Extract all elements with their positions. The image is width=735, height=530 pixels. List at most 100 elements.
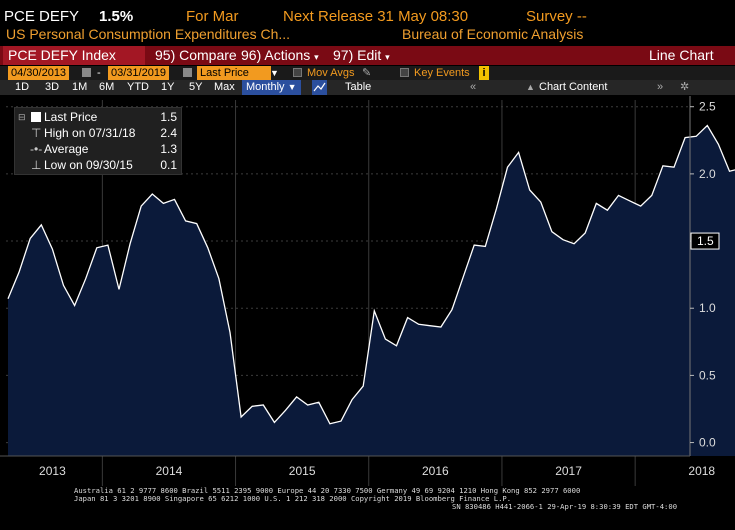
legend-row-average: -•- Average 1.3 — [15, 141, 181, 157]
end-date-field[interactable]: 03/31/2019 — [108, 66, 170, 80]
period-max[interactable]: Max — [214, 81, 235, 93]
collapse-icon[interactable]: ⊟ — [18, 112, 26, 122]
data-point — [340, 420, 342, 422]
data-point — [318, 401, 320, 403]
frequency-select[interactable]: Monthly ▼ — [242, 80, 301, 95]
data-point — [373, 310, 375, 312]
y-tick-label: 0.0 — [699, 436, 716, 450]
last-value: 1.5% — [99, 8, 134, 25]
legend-last-value: 1.5 — [160, 110, 177, 124]
data-point — [207, 247, 209, 249]
data-point — [51, 248, 53, 250]
calendar-icon[interactable] — [183, 68, 192, 77]
dropdown-arrow-icon[interactable]: ▼ — [270, 68, 279, 78]
x-tick-label: 2017 — [555, 464, 582, 478]
gear-icon[interactable]: ✲ — [680, 81, 690, 93]
data-point — [229, 331, 231, 333]
data-point — [96, 247, 98, 249]
data-point — [495, 208, 497, 210]
data-point — [351, 398, 353, 400]
data-point — [673, 166, 675, 168]
key-events-label[interactable]: Key Events — [414, 67, 470, 79]
security-field[interactable]: PCE DEFY Index — [3, 46, 145, 65]
footer-line-2: Japan 81 3 3201 8900 Singapore 65 6212 1… — [74, 494, 512, 503]
data-point — [584, 232, 586, 234]
ticker: PCE DEFY — [4, 8, 80, 25]
pencil-icon[interactable]: ✎ — [362, 67, 372, 79]
data-point — [107, 244, 109, 246]
data-point — [129, 243, 131, 245]
data-point — [251, 405, 253, 407]
mov-avgs-label[interactable]: Mov Avgs — [307, 67, 355, 79]
price-chart[interactable]: 2.5 2.0 1.5 1.0 0.5 0.0 1.5 2013 2014 2015 2016 201… — [0, 96, 735, 486]
series-line — [7, 124, 735, 425]
last-value-label: 1.5 — [697, 234, 714, 248]
data-point — [440, 326, 442, 328]
data-point — [573, 243, 575, 245]
data-point — [284, 409, 286, 411]
period-5y[interactable]: 5Y — [189, 81, 203, 93]
data-point — [606, 209, 608, 211]
y-tick-label: 1.0 — [699, 301, 716, 315]
table-button[interactable]: Table — [345, 81, 372, 93]
description-row: US Personal Consumption Expenditures Ch.… — [0, 26, 735, 44]
chart-content-arrow-icon[interactable]: ▲ — [526, 82, 535, 92]
start-date-field[interactable]: 04/30/2013 — [8, 66, 70, 80]
data-point — [540, 201, 542, 203]
collapse-left-icon[interactable]: « — [470, 81, 477, 93]
date-dash: - — [97, 67, 101, 79]
data-point — [62, 284, 64, 286]
period-3d[interactable]: 3D — [45, 81, 60, 93]
chart-content-button[interactable]: Chart Content — [539, 81, 608, 93]
data-point — [118, 288, 120, 290]
data-point — [706, 124, 708, 126]
data-point — [728, 170, 730, 172]
period-1d[interactable]: 1D — [15, 81, 30, 93]
data-point — [307, 404, 309, 406]
actions-button[interactable]: 96) Actions ▾ — [236, 46, 324, 65]
data-point — [406, 316, 408, 318]
edit-label: 97) Edit — [333, 47, 382, 63]
mov-avgs-checkbox[interactable] — [293, 68, 302, 77]
edit-button[interactable]: 97) Edit ▾ — [328, 46, 395, 65]
expand-right-icon[interactable]: » — [657, 81, 664, 93]
period-1y[interactable]: 1Y — [161, 81, 175, 93]
data-point — [462, 276, 464, 278]
field-select[interactable]: Last Price — [197, 66, 271, 80]
legend-average-value: 1.3 — [160, 142, 177, 156]
footer-line-3: SN 830486 H441-2066-1 29-Apr-19 8:30:39 … — [452, 502, 678, 511]
footer-line-1: Australia 61 2 9777 8600 Brazil 5511 239… — [74, 486, 581, 495]
legend-high-label: High on 07/31/18 — [44, 126, 136, 140]
y-tick-label: 2.0 — [699, 167, 716, 181]
dropdown-arrow-icon: ▼ — [287, 82, 297, 92]
legend-row-last: ⊟ Last Price 1.5 — [15, 109, 181, 125]
period-ytd[interactable]: YTD — [127, 81, 149, 93]
compare-button[interactable]: 95) Compare — [155, 47, 237, 63]
data-point — [651, 194, 653, 196]
key-events-checkbox[interactable] — [400, 68, 409, 77]
x-tick-label: 2015 — [289, 464, 316, 478]
actions-label: 96) Actions — [241, 47, 311, 63]
legend-low-label: Low on 09/30/15 — [44, 158, 133, 172]
next-release: Next Release 31 May 08:30 — [283, 8, 469, 25]
line-chart-icon[interactable] — [312, 80, 327, 95]
data-point — [140, 205, 142, 207]
data-point — [162, 202, 164, 204]
data-point — [218, 278, 220, 280]
calendar-icon[interactable] — [82, 68, 91, 77]
chart-type-label[interactable]: Line Chart — [649, 47, 714, 63]
data-point — [662, 165, 664, 167]
info-icon[interactable]: i — [479, 66, 489, 80]
area-fill — [8, 125, 735, 456]
data-point — [473, 244, 475, 246]
legend[interactable]: ⊟ Last Price 1.5 ⊤ High on 07/31/18 2.4 … — [14, 107, 182, 175]
period-1m[interactable]: 1M — [72, 81, 88, 93]
data-point — [262, 404, 264, 406]
period-6m[interactable]: 6M — [99, 81, 115, 93]
data-point — [529, 189, 531, 191]
data-point — [628, 200, 630, 202]
data-point — [506, 166, 508, 168]
data-point — [684, 136, 686, 138]
legend-average-label: Average — [44, 142, 89, 156]
data-point — [7, 298, 9, 300]
